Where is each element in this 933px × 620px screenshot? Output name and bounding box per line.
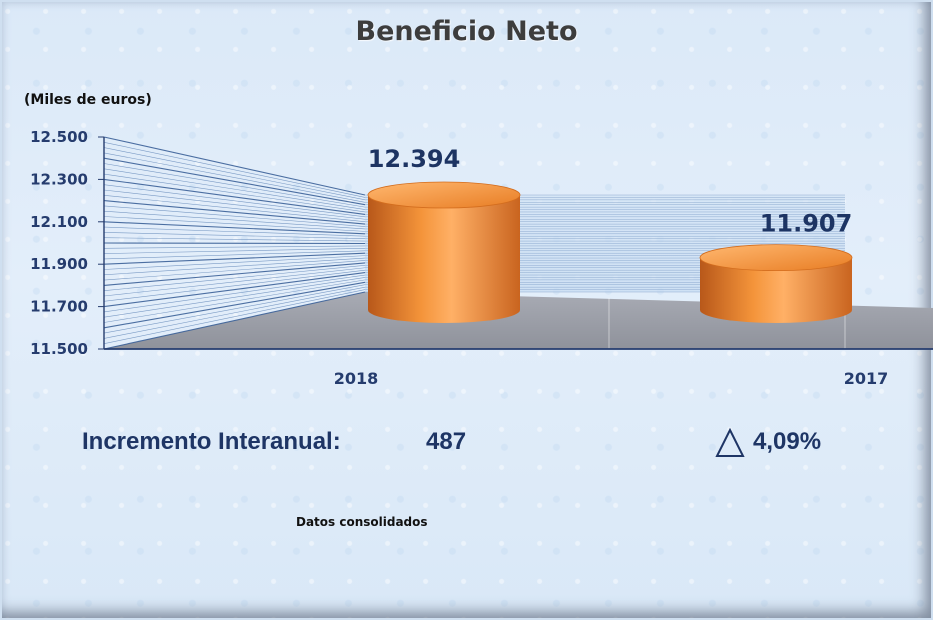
gridline xyxy=(103,250,366,260)
gridline xyxy=(103,289,366,344)
gridline xyxy=(103,221,366,235)
increment-label: Incremento Interanual: xyxy=(82,428,341,455)
gridline xyxy=(103,286,366,339)
chart-title: Beneficio Neto xyxy=(355,16,578,47)
gridline xyxy=(103,252,366,265)
increment-percent: 4,09% xyxy=(753,428,822,455)
gridline xyxy=(103,173,366,213)
y-tick-label: 11.700 xyxy=(30,298,88,316)
gridline xyxy=(103,200,366,225)
gridline xyxy=(103,210,366,230)
y-axis-unit-label: (Miles de euros) xyxy=(24,92,152,108)
gridline xyxy=(103,272,366,308)
gridline xyxy=(103,260,366,281)
gridline xyxy=(103,274,366,313)
gridline xyxy=(103,226,366,237)
gridline xyxy=(103,237,366,242)
gridline xyxy=(103,163,366,208)
gridline xyxy=(103,267,366,297)
bar-top-2018 xyxy=(367,181,521,209)
gridline xyxy=(103,184,366,218)
data-label: 12.394 xyxy=(368,145,461,173)
gridline xyxy=(103,257,366,276)
x-tick-label: 2018 xyxy=(334,369,379,388)
gridline xyxy=(103,195,366,222)
gridline xyxy=(103,279,366,323)
y-tick-label: 12.300 xyxy=(30,170,88,188)
triangle-up-outline-icon xyxy=(715,427,745,457)
gridline xyxy=(103,248,366,254)
gridline xyxy=(103,291,366,350)
gridline xyxy=(103,178,366,215)
bar-2017 xyxy=(700,257,852,323)
y-tick-label: 11.900 xyxy=(30,255,88,273)
gridline xyxy=(103,216,366,232)
gridline xyxy=(103,189,366,220)
increment-value: 487 xyxy=(426,428,467,455)
gridline xyxy=(103,265,366,291)
footnote: Datos consolidados xyxy=(296,515,428,529)
gridline xyxy=(103,277,366,318)
gridline xyxy=(103,136,366,196)
gridline xyxy=(103,205,366,227)
gridline xyxy=(103,281,366,329)
gridline xyxy=(103,245,366,249)
gridline xyxy=(103,242,366,245)
gridline xyxy=(103,269,366,302)
gridline xyxy=(103,147,366,201)
bar-top-2017 xyxy=(699,244,853,272)
gridline xyxy=(103,152,366,203)
gridline xyxy=(103,284,366,334)
gridline xyxy=(103,142,366,198)
gridline xyxy=(103,157,366,206)
y-tick-label: 12.100 xyxy=(30,213,88,231)
gridline xyxy=(103,232,366,239)
gridline xyxy=(103,168,366,210)
gridline xyxy=(103,255,366,270)
y-tick-label: 11.500 xyxy=(30,340,88,358)
gridline xyxy=(103,262,366,286)
x-tick-label: 2017 xyxy=(844,369,889,388)
bar-2018 xyxy=(368,195,520,323)
data-label: 11.907 xyxy=(760,210,853,238)
y-tick-label: 12.500 xyxy=(30,128,88,146)
